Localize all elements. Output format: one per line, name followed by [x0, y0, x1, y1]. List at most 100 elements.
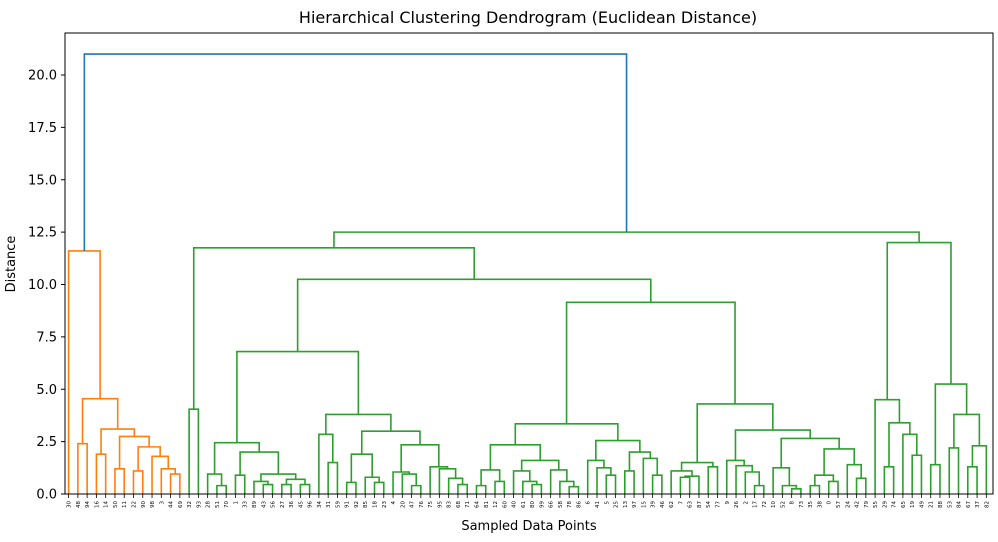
x-tick-label: 59 [335, 501, 341, 508]
x-tick-label: 5 [604, 501, 610, 505]
dendrogram-link [81, 397, 119, 444]
x-tick-label: 42 [855, 501, 861, 508]
dendrogram-link [514, 423, 619, 445]
x-tick-label: 47 [410, 501, 416, 508]
x-tick-label: 57 [836, 501, 842, 508]
dendrogram-links [67, 53, 988, 494]
x-tick-label: 58 [558, 501, 564, 508]
x-tick-label: 27 [280, 501, 286, 508]
dendrogram-link [475, 484, 487, 494]
x-tick-label: 6 [586, 501, 592, 505]
x-tick-label: 54 [706, 501, 712, 508]
x-tick-label: 8 [790, 501, 796, 505]
dendrogram-link [596, 467, 612, 494]
x-tick-label: 49 [919, 501, 925, 508]
x-tick-label: 80 [530, 501, 536, 508]
x-tick-label: 2 [743, 501, 749, 505]
dendrogram-link [260, 473, 297, 482]
x-tick-label: 23 [382, 501, 388, 508]
x-tick-label: 1 [233, 501, 239, 505]
dendrogram-link [327, 461, 339, 494]
y-axis-label: Distance [4, 236, 19, 293]
x-tick-label: 20 [400, 501, 406, 508]
x-tick-label: 18 [373, 501, 379, 508]
y-tick-label: 12.5 [28, 226, 57, 241]
dendrogram-link [565, 301, 736, 424]
y-tick-label: 2.5 [36, 435, 57, 450]
x-tick-label: 48 [76, 501, 82, 508]
dendrogram-link [318, 433, 334, 494]
dendrogram-link [239, 451, 280, 476]
x-tick-label: 15 [641, 501, 647, 508]
dendrogram-link [410, 484, 422, 494]
dendrogram-link [823, 448, 856, 476]
x-tick-label: 25 [614, 501, 620, 508]
x-tick-label: 0 [827, 501, 833, 505]
x-tick-label: 60 [502, 501, 508, 508]
x-tick-label: 87 [697, 501, 703, 508]
dendrogram-link [902, 433, 918, 494]
plot-frame [64, 32, 994, 495]
y-tick-label: 20.0 [28, 69, 57, 84]
dendrogram-link [586, 459, 605, 494]
x-tick-label: 56 [271, 501, 277, 508]
x-tick-label: 40 [512, 501, 518, 508]
x-tick-label: 62 [669, 501, 675, 508]
x-tick-label: 17 [753, 501, 759, 508]
dendrogram-link [392, 471, 411, 494]
x-tick-label: 7 [678, 501, 684, 505]
y-tick-label: 15.0 [28, 173, 57, 188]
dendrogram-link [780, 437, 840, 468]
dendrogram-link [744, 471, 761, 494]
dendrogram-link [670, 470, 693, 494]
dendrogram-link [236, 350, 360, 443]
y-tick-label: 7.5 [36, 330, 57, 345]
x-tick-label: 50 [113, 501, 119, 508]
dendrogram-link [77, 442, 88, 494]
dendrogram-link [206, 473, 223, 494]
x-tick-label: 9 [725, 501, 731, 505]
x-tick-label: 94 [85, 501, 91, 508]
x-tick-label: 81 [484, 501, 490, 508]
x-tick-label: 89 [252, 501, 258, 508]
x-tick-label: 34 [317, 501, 323, 508]
dendrogram-link [400, 443, 440, 473]
dendrogram-link [281, 483, 292, 494]
x-tick-label: 29 [882, 501, 888, 508]
x-tick-label: 68 [456, 501, 462, 508]
dendrogram-link [100, 428, 136, 455]
x-tick-label: 66 [549, 501, 555, 508]
x-tick-label: 16 [94, 501, 100, 508]
x-tick-label: 37 [975, 501, 981, 508]
dendrogram-link [814, 474, 835, 486]
dendrogram-link [605, 474, 617, 494]
dendrogram-link [753, 484, 765, 494]
dendrogram-link [118, 435, 150, 469]
dendrogram-link [447, 477, 464, 494]
dendrogram-link [929, 463, 941, 494]
dendrogram-link [132, 470, 144, 494]
x-tick-label: 13 [623, 501, 629, 508]
dendrogram-link [888, 421, 911, 467]
dendrogram-link [948, 447, 960, 494]
x-tick-label: 3 [159, 501, 165, 505]
dendrogram-link [559, 480, 575, 494]
x-tick-label: 99 [539, 501, 545, 508]
dendrogram-link [373, 481, 385, 494]
dendrogram-link [95, 453, 107, 494]
x-tick-label: 38 [817, 501, 823, 508]
x-tick-label: 86 [576, 501, 582, 508]
y-tick-label: 5.0 [36, 383, 57, 398]
dendrogram-link [213, 441, 261, 475]
dendrogram-link [489, 443, 542, 470]
x-tick-label: 77 [716, 501, 722, 508]
y-tick-label: 10.0 [28, 278, 57, 293]
x-tick-label: 76 [419, 501, 425, 508]
x-tick-label: 35 [808, 501, 814, 508]
dendrogram-link [781, 484, 798, 494]
x-tick-label: 53 [947, 501, 953, 508]
dendrogram-link [188, 408, 200, 494]
dendrogram-link [911, 454, 923, 494]
x-tick-label: 65 [901, 501, 907, 508]
